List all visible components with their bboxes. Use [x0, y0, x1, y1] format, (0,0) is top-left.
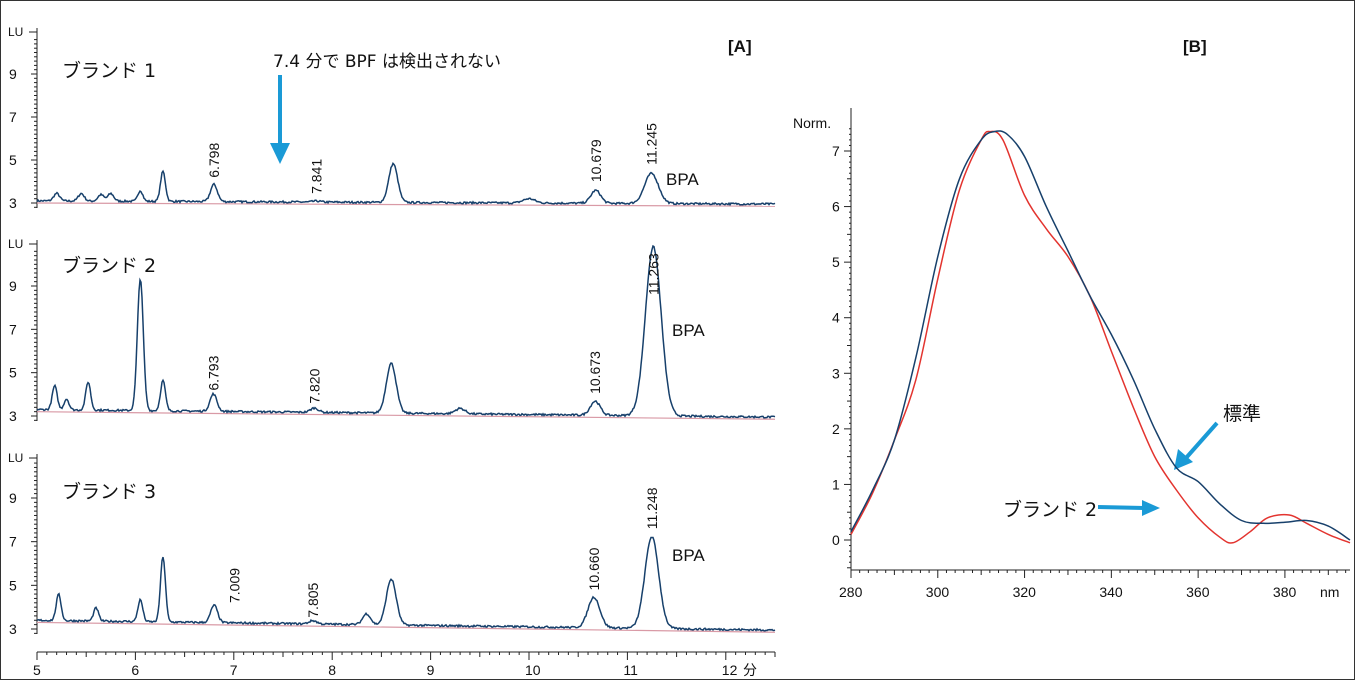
- lu-tick-label: 9: [9, 278, 17, 294]
- lu-tick-label: 7: [9, 109, 17, 125]
- nm-tick-label: 280: [839, 584, 863, 600]
- nm-tick-label: 340: [1099, 584, 1123, 600]
- peak-label: 7.820: [306, 368, 322, 403]
- brand1-label: ブランド 1: [62, 59, 156, 82]
- time-tick-label: 11: [623, 662, 638, 678]
- lu-tick-label: 5: [9, 152, 17, 168]
- bpf-arrowhead: [270, 143, 290, 164]
- lu-tick-label: 7: [9, 534, 17, 550]
- lu-unit-3: LU: [8, 451, 23, 465]
- lu-tick-label: 5: [9, 365, 17, 381]
- bpf-annotation: 7.4 分で BPF は検出されない: [273, 52, 501, 72]
- norm-tick-label: 5: [832, 254, 840, 270]
- baseline-1: [36, 202, 776, 207]
- peak-label: 7.805: [305, 582, 321, 617]
- baseline-3: [36, 621, 776, 633]
- nm-tick-label: 360: [1186, 584, 1210, 600]
- norm-tick-label: 1: [832, 476, 840, 492]
- spectrum-brand2: [850, 130, 1351, 544]
- peak-label: 7.841: [309, 159, 325, 194]
- peak-label: 10.660: [586, 547, 602, 590]
- peak-label: 6.793: [205, 355, 221, 390]
- peak-label: 11.263: [645, 253, 661, 295]
- peak-label: 7.009: [227, 568, 243, 603]
- nm-label: nm: [1320, 584, 1339, 600]
- chromatogram-trace-1: [36, 161, 776, 207]
- time-tick-label: 8: [328, 662, 336, 678]
- lu-tick-label: 9: [9, 66, 17, 82]
- lu-unit-2: LU: [8, 237, 23, 251]
- time-tick-label: 6: [131, 662, 139, 678]
- brand2-arrow: [1097, 505, 1146, 510]
- peak-label: 10.679: [588, 139, 604, 182]
- standard-arrow: [1184, 421, 1219, 460]
- peak-label: 6.798: [206, 143, 222, 178]
- time-tick-label: 10: [525, 662, 541, 678]
- standard-arrowhead: [1174, 449, 1193, 470]
- standard-label: 標準: [1223, 403, 1261, 425]
- norm-tick-label: 3: [832, 365, 840, 381]
- norm-tick-label: 6: [832, 199, 840, 215]
- peak-label: 10.673: [587, 351, 603, 394]
- nm-tick-label: 380: [1273, 584, 1297, 600]
- lu-tick-label: 3: [9, 621, 17, 637]
- norm-tick-label: 4: [832, 310, 840, 326]
- lu-tick-label: 3: [9, 195, 17, 211]
- panel-a-label: [A]: [728, 37, 752, 56]
- time-tick-label: 9: [427, 662, 435, 678]
- nm-tick-label: 300: [926, 584, 950, 600]
- x-unit-label: 分: [743, 662, 757, 678]
- bpa-label-2: BPA: [672, 321, 705, 340]
- norm-tick-label: 7: [832, 143, 840, 159]
- bpa-label-3: BPA: [672, 546, 705, 565]
- norm-tick-label: 2: [832, 421, 840, 437]
- lu-unit-1: LU: [8, 25, 23, 39]
- lu-tick-label: 5: [9, 577, 17, 593]
- chromatogram-trace-3: [36, 536, 776, 632]
- brand2-spectrum-label: ブランド 2: [1003, 498, 1097, 521]
- nm-tick-label: 320: [1013, 584, 1037, 600]
- time-tick-label: 12: [722, 662, 738, 678]
- brand2-label: ブランド 2: [62, 254, 156, 277]
- panel-b-label: [B]: [1183, 37, 1207, 56]
- baseline-2: [36, 411, 776, 420]
- norm-tick-label: 0: [832, 532, 840, 548]
- norm-label: Norm.: [793, 115, 831, 131]
- peak-label: 11.245: [644, 123, 660, 165]
- bpa-label-1: BPA: [666, 170, 699, 189]
- time-tick-label: 7: [230, 662, 238, 678]
- lu-tick-label: 9: [9, 490, 17, 506]
- brand3-label: ブランド 3: [62, 480, 156, 503]
- peak-label: 11.248: [644, 487, 660, 529]
- brand2-arrowhead: [1142, 500, 1160, 516]
- lu-tick-label: 3: [9, 408, 17, 424]
- time-tick-label: 5: [33, 662, 41, 678]
- chromatogram-trace-2: [36, 244, 776, 419]
- lu-tick-label: 7: [9, 321, 17, 337]
- spectrum-standard: [850, 130, 1351, 541]
